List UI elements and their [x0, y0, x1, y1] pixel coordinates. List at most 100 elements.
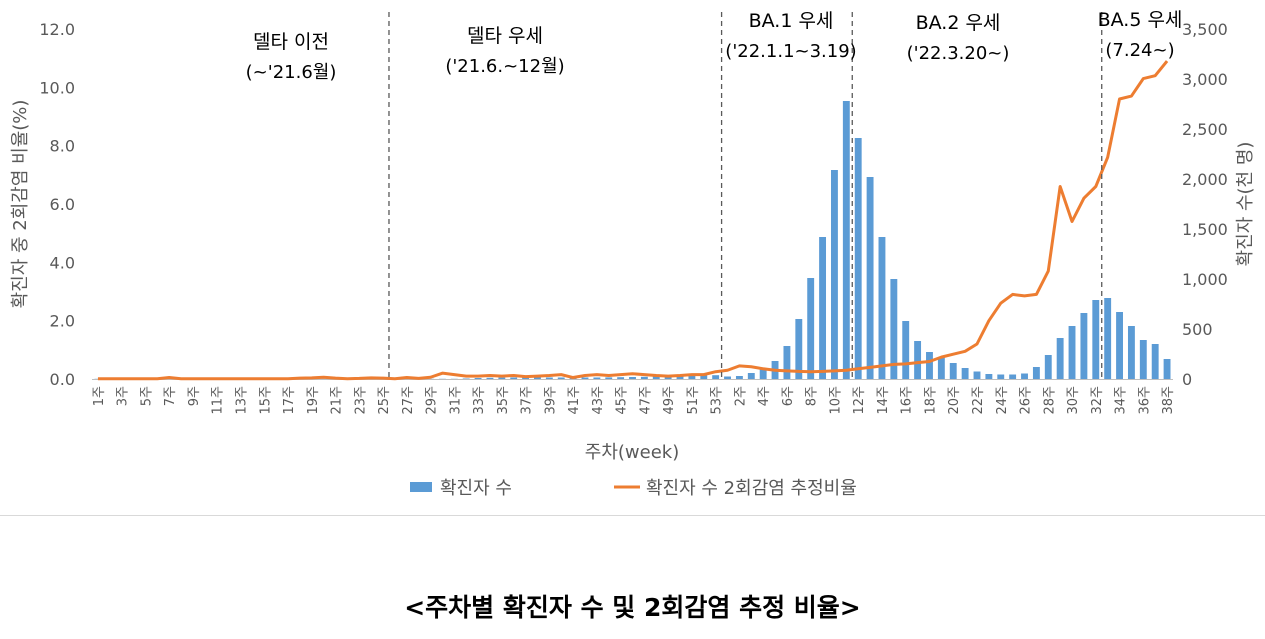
bar: [1044, 355, 1052, 379]
left-tick-label: 2.0: [50, 312, 75, 331]
bar: [1127, 326, 1135, 379]
bar: [914, 341, 922, 379]
bar: [510, 377, 518, 379]
bar: [1139, 340, 1147, 379]
bar: [902, 321, 910, 379]
bar: [1104, 298, 1112, 379]
bar: [1092, 300, 1100, 379]
bar: [866, 177, 874, 379]
x-tick-label: 19주: [306, 386, 321, 415]
x-tick-label: 23주: [353, 386, 368, 415]
period-annotation-range: (7.24~): [1105, 40, 1174, 61]
left-tick-label: 12.0: [39, 20, 75, 39]
left-tick-label: 8.0: [50, 137, 75, 156]
x-tick-label: 51주: [686, 386, 701, 415]
x-tick-label: 3주: [116, 386, 131, 406]
bar: [735, 376, 743, 379]
bar: [926, 352, 933, 379]
x-tick-label: 34주: [1114, 386, 1129, 415]
period-annotation-title: 델타 이전: [253, 31, 329, 53]
bar: [652, 376, 660, 379]
bar: [1080, 313, 1088, 379]
x-tick-label: 33주: [472, 386, 487, 415]
x-tick-label: 22주: [971, 386, 986, 415]
bar: [474, 378, 482, 379]
right-axis-title: 확진자 수(천 명): [1235, 142, 1256, 267]
bar: [1021, 373, 1028, 379]
bar: [854, 138, 862, 379]
right-tick-label: 2,500: [1182, 120, 1228, 139]
x-tick-label: 18주: [923, 386, 938, 415]
x-tick-label: 11주: [211, 386, 226, 415]
ratio-line: [97, 60, 1169, 381]
bar: [486, 377, 494, 379]
x-tick-label: 53주: [710, 386, 725, 415]
figure-caption: <주차별 확진자 수 및 2회감염 추정 비율>: [404, 593, 861, 622]
left-tick-label: 6.0: [50, 195, 75, 214]
right-tick-label: 500: [1182, 320, 1213, 339]
bar: [1032, 367, 1040, 379]
bar: [961, 368, 969, 379]
x-tick-label: 15주: [258, 386, 273, 415]
x-tick-label: 47주: [638, 386, 653, 415]
bar: [1056, 338, 1064, 379]
bar: [700, 375, 708, 379]
x-tick-label: 13주: [234, 386, 249, 415]
bar: [759, 369, 767, 379]
bar: [997, 374, 1005, 379]
x-tick-label: 28주: [1042, 386, 1057, 415]
bar: [842, 101, 850, 379]
left-tick-label: 10.0: [39, 78, 75, 97]
x-tick-label: 36주: [1137, 386, 1152, 415]
bar: [1151, 344, 1159, 379]
bar: [747, 373, 755, 379]
x-tick-label: 31주: [448, 386, 463, 415]
bar: [1009, 374, 1017, 379]
x-tick-label: 16주: [900, 386, 915, 415]
x-axis-title: 주차(week): [585, 442, 679, 463]
period-annotation-title: 델타 우세: [467, 25, 543, 47]
left-tick-label: 0.0: [50, 370, 75, 389]
x-tick-label: 14주: [876, 386, 891, 415]
bar: [522, 377, 530, 379]
bar: [973, 371, 981, 379]
period-annotation-title: BA.1 우세: [749, 10, 834, 32]
x-tick-label: 37주: [520, 386, 535, 415]
bar: [581, 377, 589, 379]
x-tick-label: 38주: [1161, 386, 1176, 415]
bar: [890, 279, 898, 379]
x-tick-label: 21주: [330, 386, 345, 415]
x-tick-label: 24주: [995, 386, 1010, 415]
right-tick-label: 2,000: [1182, 170, 1228, 189]
x-tick-label: 45주: [615, 386, 630, 415]
x-tick-label: 32주: [1090, 386, 1105, 415]
x-tick-label: 4주: [757, 386, 772, 406]
x-tick-label: 39주: [543, 386, 558, 415]
bar: [819, 237, 827, 379]
combo-chart: 0.0 2.0 4.0 6.0 8.0 10.0 12.0 0 500 1,000 1,500 2,0…: [10, 9, 1256, 499]
x-tick-label: 26주: [1019, 386, 1034, 415]
x-tick-label: 20주: [947, 386, 962, 415]
x-tick-label: 41주: [567, 386, 582, 415]
x-tick-label: 35주: [496, 386, 511, 415]
period-annotation-title: BA.2 우세: [916, 12, 1001, 34]
bar: [664, 376, 672, 379]
bar: [617, 377, 625, 379]
x-tick-label: 9주: [187, 386, 202, 406]
legend-line-label: 확진자 수 2회감염 추정비율: [646, 478, 857, 499]
legend-bar-swatch: [410, 482, 432, 492]
x-tick-label: 2주: [733, 386, 748, 406]
bar: [462, 378, 470, 379]
bar: [712, 375, 720, 379]
left-tick-label: 4.0: [50, 253, 75, 272]
x-tick-label: 27주: [401, 386, 416, 415]
right-tick-label: 3,500: [1182, 20, 1228, 39]
bar: [534, 377, 541, 379]
bar: [1116, 312, 1123, 379]
bar: [1068, 326, 1076, 379]
bar: [985, 374, 993, 379]
x-tick-label: 49주: [662, 386, 677, 415]
x-tick-label: 8주: [805, 386, 820, 406]
bar: [807, 278, 815, 379]
bar: [783, 346, 791, 379]
